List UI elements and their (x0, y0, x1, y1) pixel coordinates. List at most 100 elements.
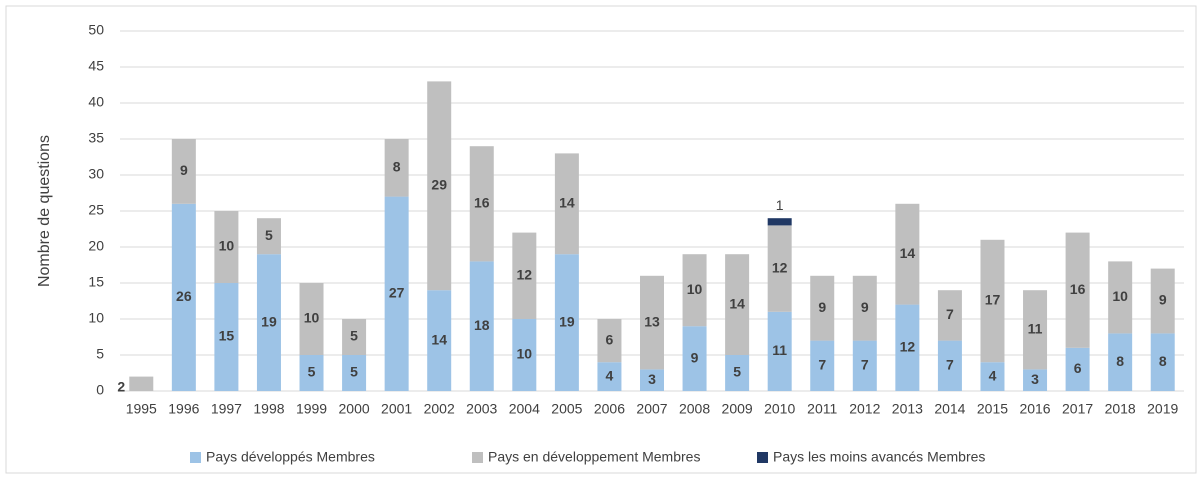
data-label: 14 (900, 245, 916, 261)
y-tick-label: 40 (88, 94, 104, 110)
data-label: 7 (946, 357, 954, 373)
x-tick-label: 2010 (764, 401, 795, 417)
bar-segment (427, 81, 452, 291)
data-label: 16 (1070, 281, 1086, 297)
y-axis-label: Nombre de questions (36, 135, 53, 287)
x-tick-label: 2007 (636, 401, 667, 417)
bar-segment (640, 369, 664, 391)
bar-segment (256, 218, 281, 255)
data-label: 3 (1031, 371, 1039, 387)
bar-segment (725, 254, 750, 355)
data-label: 10 (219, 238, 235, 254)
data-label: 29 (431, 177, 447, 193)
x-tick-label: 2008 (679, 401, 710, 417)
data-label: 10 (1112, 288, 1128, 304)
bar-segment (980, 239, 1005, 363)
bar-segment (554, 254, 579, 391)
x-tick-label: 2009 (722, 401, 753, 417)
data-label: 7 (946, 306, 954, 322)
x-tick-label: 1999 (296, 401, 327, 417)
x-tick-label: 2013 (892, 401, 923, 417)
bar-segment (682, 254, 707, 327)
bar-segment (895, 203, 920, 305)
bar-segment (682, 326, 707, 391)
bar-segment (214, 211, 239, 283)
x-tick-label: 2019 (1147, 401, 1178, 417)
y-tick-label: 5 (96, 346, 104, 362)
bar-segment (171, 139, 196, 204)
bar-segment (342, 355, 367, 391)
data-label: 15 (219, 328, 235, 344)
legend-label: Pays développés Membres (206, 449, 375, 465)
data-label: 8 (393, 159, 401, 175)
data-label: 8 (1159, 353, 1167, 369)
bar-segment (1150, 333, 1175, 391)
data-label: 9 (1159, 292, 1167, 308)
x-tick-label: 2011 (807, 401, 837, 417)
data-label: 9 (180, 162, 188, 178)
data-label: 14 (729, 295, 745, 311)
x-tick-label: 2015 (977, 401, 1008, 417)
y-tick-label: 50 (88, 22, 104, 38)
y-tick-label: 10 (88, 310, 104, 326)
legend-label: Pays en développement Membres (488, 449, 700, 465)
bar-segment (1065, 232, 1090, 348)
bar-segment (469, 146, 494, 262)
y-tick-label: 0 (96, 382, 104, 398)
bar-segment (256, 254, 281, 391)
bar-segment (1065, 347, 1090, 391)
x-tick-label: 2005 (551, 401, 582, 417)
data-label: 16 (474, 195, 490, 211)
data-label: 12 (517, 267, 533, 283)
data-label: 12 (772, 259, 788, 275)
x-tick-label: 1998 (253, 401, 284, 417)
bar-segment (1023, 290, 1048, 370)
x-tick-label: 2012 (849, 401, 880, 417)
bar-segment (342, 319, 367, 355)
bar-segment (1150, 268, 1175, 334)
data-label: 7 (861, 357, 869, 373)
data-label: 4 (989, 367, 997, 383)
y-tick-label: 15 (88, 274, 104, 290)
data-label: 12 (900, 339, 916, 355)
bar-segment (937, 290, 962, 341)
data-label: 10 (304, 310, 320, 326)
data-label: 13 (644, 313, 660, 329)
bar-segment (767, 311, 792, 391)
chart-border (5, 5, 1197, 474)
y-tick-label: 35 (88, 130, 104, 146)
data-label: 14 (559, 195, 575, 211)
bar-segment (1108, 333, 1133, 391)
data-label: 6 (1074, 360, 1082, 376)
x-tick-label: 2004 (509, 401, 540, 417)
bar-segment (384, 196, 409, 391)
bar-segment (554, 153, 579, 255)
data-label: 5 (350, 364, 358, 380)
x-tick-label: 1997 (211, 401, 242, 417)
bar-segment (725, 355, 750, 391)
data-label: 3 (648, 371, 656, 387)
data-label: 11 (772, 342, 787, 358)
data-label: 19 (559, 313, 575, 329)
bar-segment (810, 340, 835, 391)
x-tick-label: 2016 (1019, 401, 1050, 417)
x-tick-label: 2003 (466, 401, 497, 417)
bar-segment (1108, 261, 1133, 334)
data-label: 5 (733, 364, 741, 380)
data-label: 5 (350, 328, 358, 344)
bar-segment (299, 283, 324, 355)
bar-segment (384, 139, 409, 197)
data-label: 1 (776, 197, 784, 213)
x-tick-label: 2002 (424, 401, 455, 417)
data-label: 5 (265, 227, 273, 243)
bar-segment (895, 304, 920, 391)
data-label: 11 (1028, 321, 1043, 337)
bar-segment (597, 362, 622, 391)
y-tick-label: 25 (88, 202, 104, 218)
bar-segment (852, 340, 877, 391)
data-label: 27 (389, 285, 405, 301)
data-label: 7 (818, 357, 826, 373)
bar-segment (937, 340, 962, 391)
legend-swatch (190, 452, 201, 463)
